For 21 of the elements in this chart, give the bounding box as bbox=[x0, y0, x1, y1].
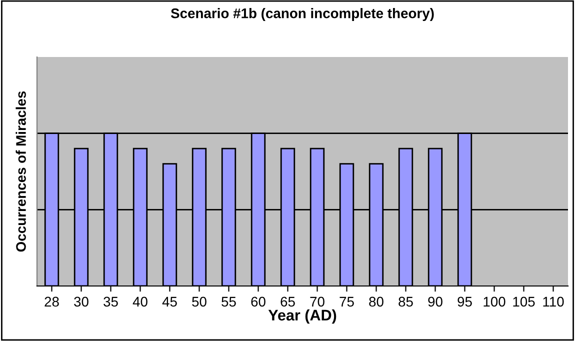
x-axis-title: Year (AD) bbox=[268, 309, 336, 324]
y-axis-title: Occurrences of Miracles bbox=[16, 91, 26, 252]
x-tick-label: 110 bbox=[543, 296, 564, 307]
x-tick-label: 40 bbox=[132, 296, 148, 307]
x-tick-label: 70 bbox=[310, 296, 324, 307]
x-tick-label: 100 bbox=[484, 296, 506, 307]
x-tick-label: 80 bbox=[369, 296, 384, 307]
x-tick-label: 28 bbox=[44, 296, 59, 307]
x-tick-label: 45 bbox=[162, 296, 177, 307]
x-tick-label: 85 bbox=[398, 296, 413, 307]
x-tick-label: 55 bbox=[222, 296, 236, 307]
x-tick-label: 105 bbox=[513, 296, 535, 307]
x-tick-label: 75 bbox=[340, 296, 354, 307]
x-tick-label: 35 bbox=[104, 296, 118, 307]
x-tick-label: 65 bbox=[280, 296, 295, 307]
x-tick-label: 95 bbox=[458, 296, 472, 307]
x-tick-label: 60 bbox=[251, 296, 266, 307]
x-tick-label: 90 bbox=[428, 296, 442, 307]
x-tick-label: 50 bbox=[192, 296, 206, 307]
x-tick-label: 30 bbox=[74, 296, 88, 307]
chart-title: Scenario #1b (canon incomplete theory) bbox=[170, 8, 434, 21]
